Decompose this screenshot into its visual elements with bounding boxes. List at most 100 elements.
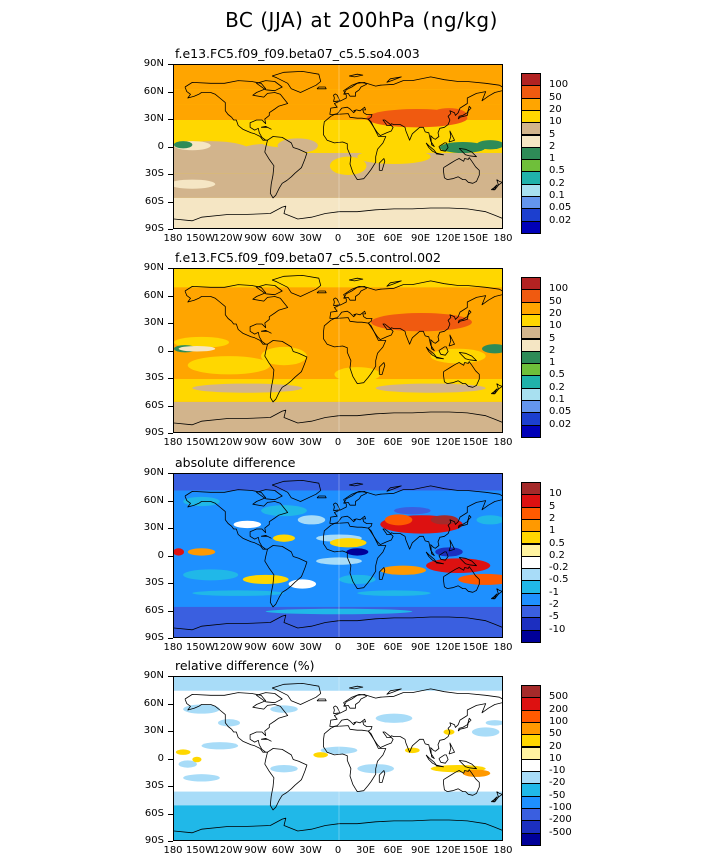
coastline-newguinea [458,557,477,567]
colorbar-level-label: 1 [549,153,556,165]
coastline-baffin [256,80,283,92]
contour-region [174,548,185,556]
contour-region [273,534,295,542]
latitude-tick-mark [168,91,173,93]
contour-region [218,719,240,727]
colorbar-swatch [521,783,541,797]
contour-region [183,569,239,581]
latitude-tick-label: 90N [143,467,164,478]
colorbar-swatch [521,159,541,173]
longitude-tick-label: 90W [244,437,267,448]
coastline-greenland [271,71,322,93]
contour-band [174,173,502,198]
coastline-philippines [448,334,455,347]
contour-region [174,141,193,149]
contour-band [174,65,502,90]
latitude-tick-label: 90N [143,262,164,273]
coastline-antarctica [174,614,502,631]
latitude-tick-label: 60N [143,697,164,709]
longitude-tick-label: 60W [271,233,295,244]
colorbar-level-label: -0.2 [549,562,569,574]
colorbar-swatch [521,555,541,570]
contour-region [462,769,491,777]
contour-region [201,742,239,750]
longitude-tick-label: 90E [410,642,431,653]
coastline-eurasia [329,280,502,351]
coastline-australia [443,157,480,184]
colorbar-level-label: 100 [549,283,569,295]
panel-relative-difference: relative difference (%) 90N 60N 30N 0 30S 60S… [0,658,723,860]
longitude-tick-label: 150E [462,642,489,653]
longitude-tick-label: 180 [493,437,513,448]
colorbar-swatch [521,326,541,340]
coastline-uk [333,93,341,103]
colorbar-level-label: 50 [549,91,562,103]
colorbar-swatch [521,289,541,303]
latitude-tick-label: 0 [157,752,164,764]
contour-region [178,346,216,352]
longitude-tick-label: 60E [383,845,403,856]
contour-region [187,356,271,375]
coastline-cuba [261,126,272,130]
colorbar-level-label: -50 [549,789,566,801]
longitude-tick-label: 120W [213,845,243,856]
coastline-northAmerica [184,489,289,550]
latitude-tick-label: 0 [157,140,164,152]
contour-band [174,474,502,491]
colorbar-level-label: 0.5 [549,165,565,177]
colorbar-level-label: 0.05 [549,406,572,418]
map-svg [174,269,502,432]
colorbar-level-label: 100 [549,715,569,727]
colorbar-level-label: -200 [549,814,572,826]
colorbar-swatch [521,617,541,631]
colorbar-level-label: 0.1 [549,190,565,201]
coastline-southAmerica [264,545,308,608]
longitude-tick-label: 150E [462,437,489,448]
longitude-tick-label: 60W [271,437,295,448]
colorbar-swatch [521,146,541,161]
coastline-borneo [438,142,449,152]
longitude-tick-label: 60E [383,437,403,448]
longitude-tick-label: 180 [493,845,513,856]
coastline-baffin [256,489,283,501]
coastline-novaya [386,688,402,695]
contour-region [426,558,491,573]
longitude-tick-label: 0 [334,642,342,653]
contour-region [357,590,431,596]
latitude-tick-label: 60N [143,85,164,97]
longitude-tick-label: 180 [163,845,183,856]
coastline-iceland [316,698,327,702]
coastline-newzealand_s [490,388,498,395]
colorbar-swatch [521,568,541,582]
longitude-tick-label: 120W [213,642,243,653]
coastline-africa [322,522,387,589]
longitude-tick-label: 30E [355,642,376,653]
colorbar-swatch [521,220,541,234]
contour-region [297,515,326,525]
colorbar-swatch [521,592,541,606]
latitude-tick-mark [168,841,173,842]
colorbar-swatch [521,605,541,619]
latitude-tick-label: 30N [143,317,164,328]
colorbar-swatch [521,412,541,426]
longitude-tick-label: 180 [163,437,183,448]
contour-region [375,713,413,723]
contour-region [380,565,427,575]
coastline-madagascar [378,158,386,171]
panel-absolute-difference: absolute difference 90N 60N 30N 0 30S 60S 90S 1… [0,455,723,657]
coastline-svalbard [349,277,364,282]
longitude-tick-label: 30E [355,437,376,448]
contour-region [471,727,500,737]
contour-region [174,179,216,189]
colorbar-swatch [521,771,541,785]
colorbar-level-label: 20 [549,307,562,319]
colorbar-level-label: 20 [549,740,562,752]
longitude-tick-label: 0 [334,845,342,856]
colorbar-swatch [521,482,541,496]
panel-title: relative difference (%) [175,658,315,673]
coastline-northAmerica [184,284,289,345]
latitude-tick-label: 90S [144,427,164,438]
coastline-eurasia [329,485,502,556]
colorbar-swatch [521,387,541,401]
longitude-tick-label: 30W [299,233,322,244]
